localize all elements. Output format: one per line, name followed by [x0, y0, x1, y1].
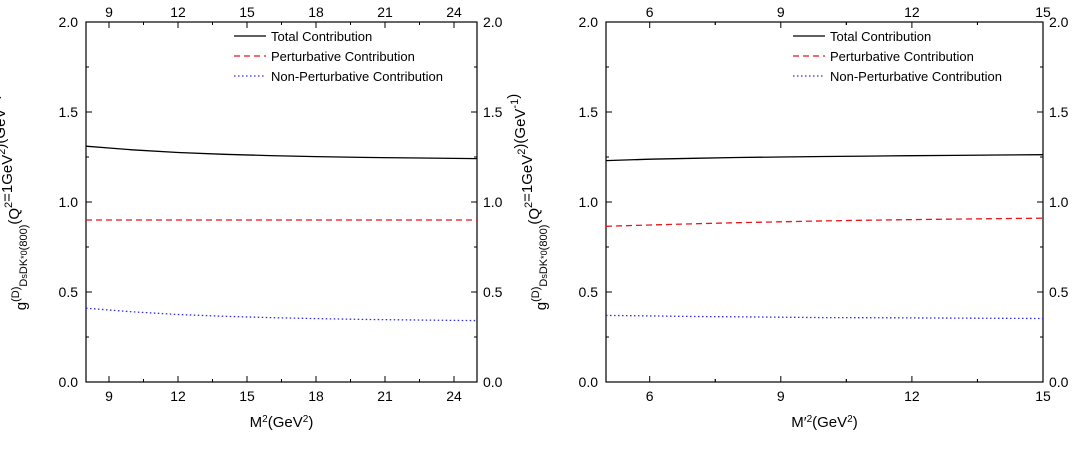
- x-tick-label: 12: [170, 388, 186, 404]
- y-tick-label-right: 1.0: [1049, 194, 1069, 210]
- y-tick-label: 0.0: [59, 374, 79, 390]
- x-tick-label: 18: [308, 388, 324, 404]
- x-axis-label: M′2(GeV2): [791, 414, 857, 432]
- x-tick-label-top: 18: [308, 4, 324, 20]
- legend-label: Total Contribution: [271, 29, 372, 44]
- y-tick-label-right: 0.5: [1049, 284, 1069, 300]
- legend-label: Non-Perturbative Contribution: [830, 69, 1002, 84]
- x-tick-label: 12: [904, 388, 920, 404]
- y-tick-label: 0.5: [59, 284, 79, 300]
- legend-label: Total Contribution: [830, 29, 931, 44]
- y-tick-label-right: 1.5: [483, 104, 503, 120]
- x-tick-label: 24: [446, 388, 462, 404]
- x-tick-label-top: 12: [170, 4, 186, 20]
- legend-label: Perturbative Contribution: [271, 49, 415, 64]
- series-line-2: [85, 307, 478, 322]
- y-tick-label-right: 1.5: [1049, 104, 1069, 120]
- y-tick-label-right: 0.0: [483, 374, 503, 390]
- series-line-0: [605, 154, 1044, 162]
- x-axis-label: M2(GeV2): [250, 414, 314, 432]
- x-tick-label: 6: [646, 388, 654, 404]
- y-tick-label-right: 0.5: [483, 284, 503, 300]
- series-line-1: [605, 217, 1044, 227]
- series-line-2: [605, 314, 1044, 320]
- x-tick-label: 9: [105, 388, 113, 404]
- series-line-0: [85, 145, 478, 160]
- y-tick-label: 1.0: [59, 194, 79, 210]
- x-tick-label: 15: [1035, 388, 1051, 404]
- x-tick-label: 15: [239, 388, 255, 404]
- x-tick-label-top: 15: [239, 4, 255, 20]
- x-tick-label-top: 9: [105, 4, 113, 20]
- y-tick-label: 0.0: [579, 374, 599, 390]
- y-tick-label-right: 1.0: [483, 194, 503, 210]
- y-tick-label: 1.5: [579, 104, 599, 120]
- y-tick-label-right: 2.0: [1049, 14, 1069, 30]
- x-tick-label-top: 15: [1035, 4, 1051, 20]
- x-tick-label: 9: [777, 388, 785, 404]
- x-tick-label-top: 12: [904, 4, 920, 20]
- chart-left: 9 9 12 12 15 15 18 18 21 21 24 24 0.0 0.0 0.5 0.5 1.0 1.0…: [0, 4, 503, 431]
- y-tick-label: 2.0: [579, 14, 599, 30]
- x-tick-label-top: 9: [777, 4, 785, 20]
- y-axis-label: g(D)DsDK*0(800)(Q2=1GeV2)(GeV-1): [505, 94, 550, 310]
- x-tick-label: 21: [377, 388, 393, 404]
- x-tick-label-top: 6: [646, 4, 654, 20]
- y-tick-label-right: 2.0: [483, 14, 503, 30]
- y-axis-label: g(D)DsDK*0(800)(Q2=1GeV2)(GeV-1): [0, 94, 30, 310]
- legend-label: Non-Perturbative Contribution: [271, 69, 443, 84]
- y-tick-label: 2.0: [59, 14, 79, 30]
- y-tick-label: 0.5: [579, 284, 599, 300]
- x-tick-label-top: 24: [446, 4, 462, 20]
- y-tick-label: 1.5: [59, 104, 79, 120]
- x-tick-label-top: 21: [377, 4, 393, 20]
- y-tick-label-right: 0.0: [1049, 374, 1069, 390]
- legend-label: Perturbative Contribution: [830, 49, 974, 64]
- y-tick-label: 1.0: [579, 194, 599, 210]
